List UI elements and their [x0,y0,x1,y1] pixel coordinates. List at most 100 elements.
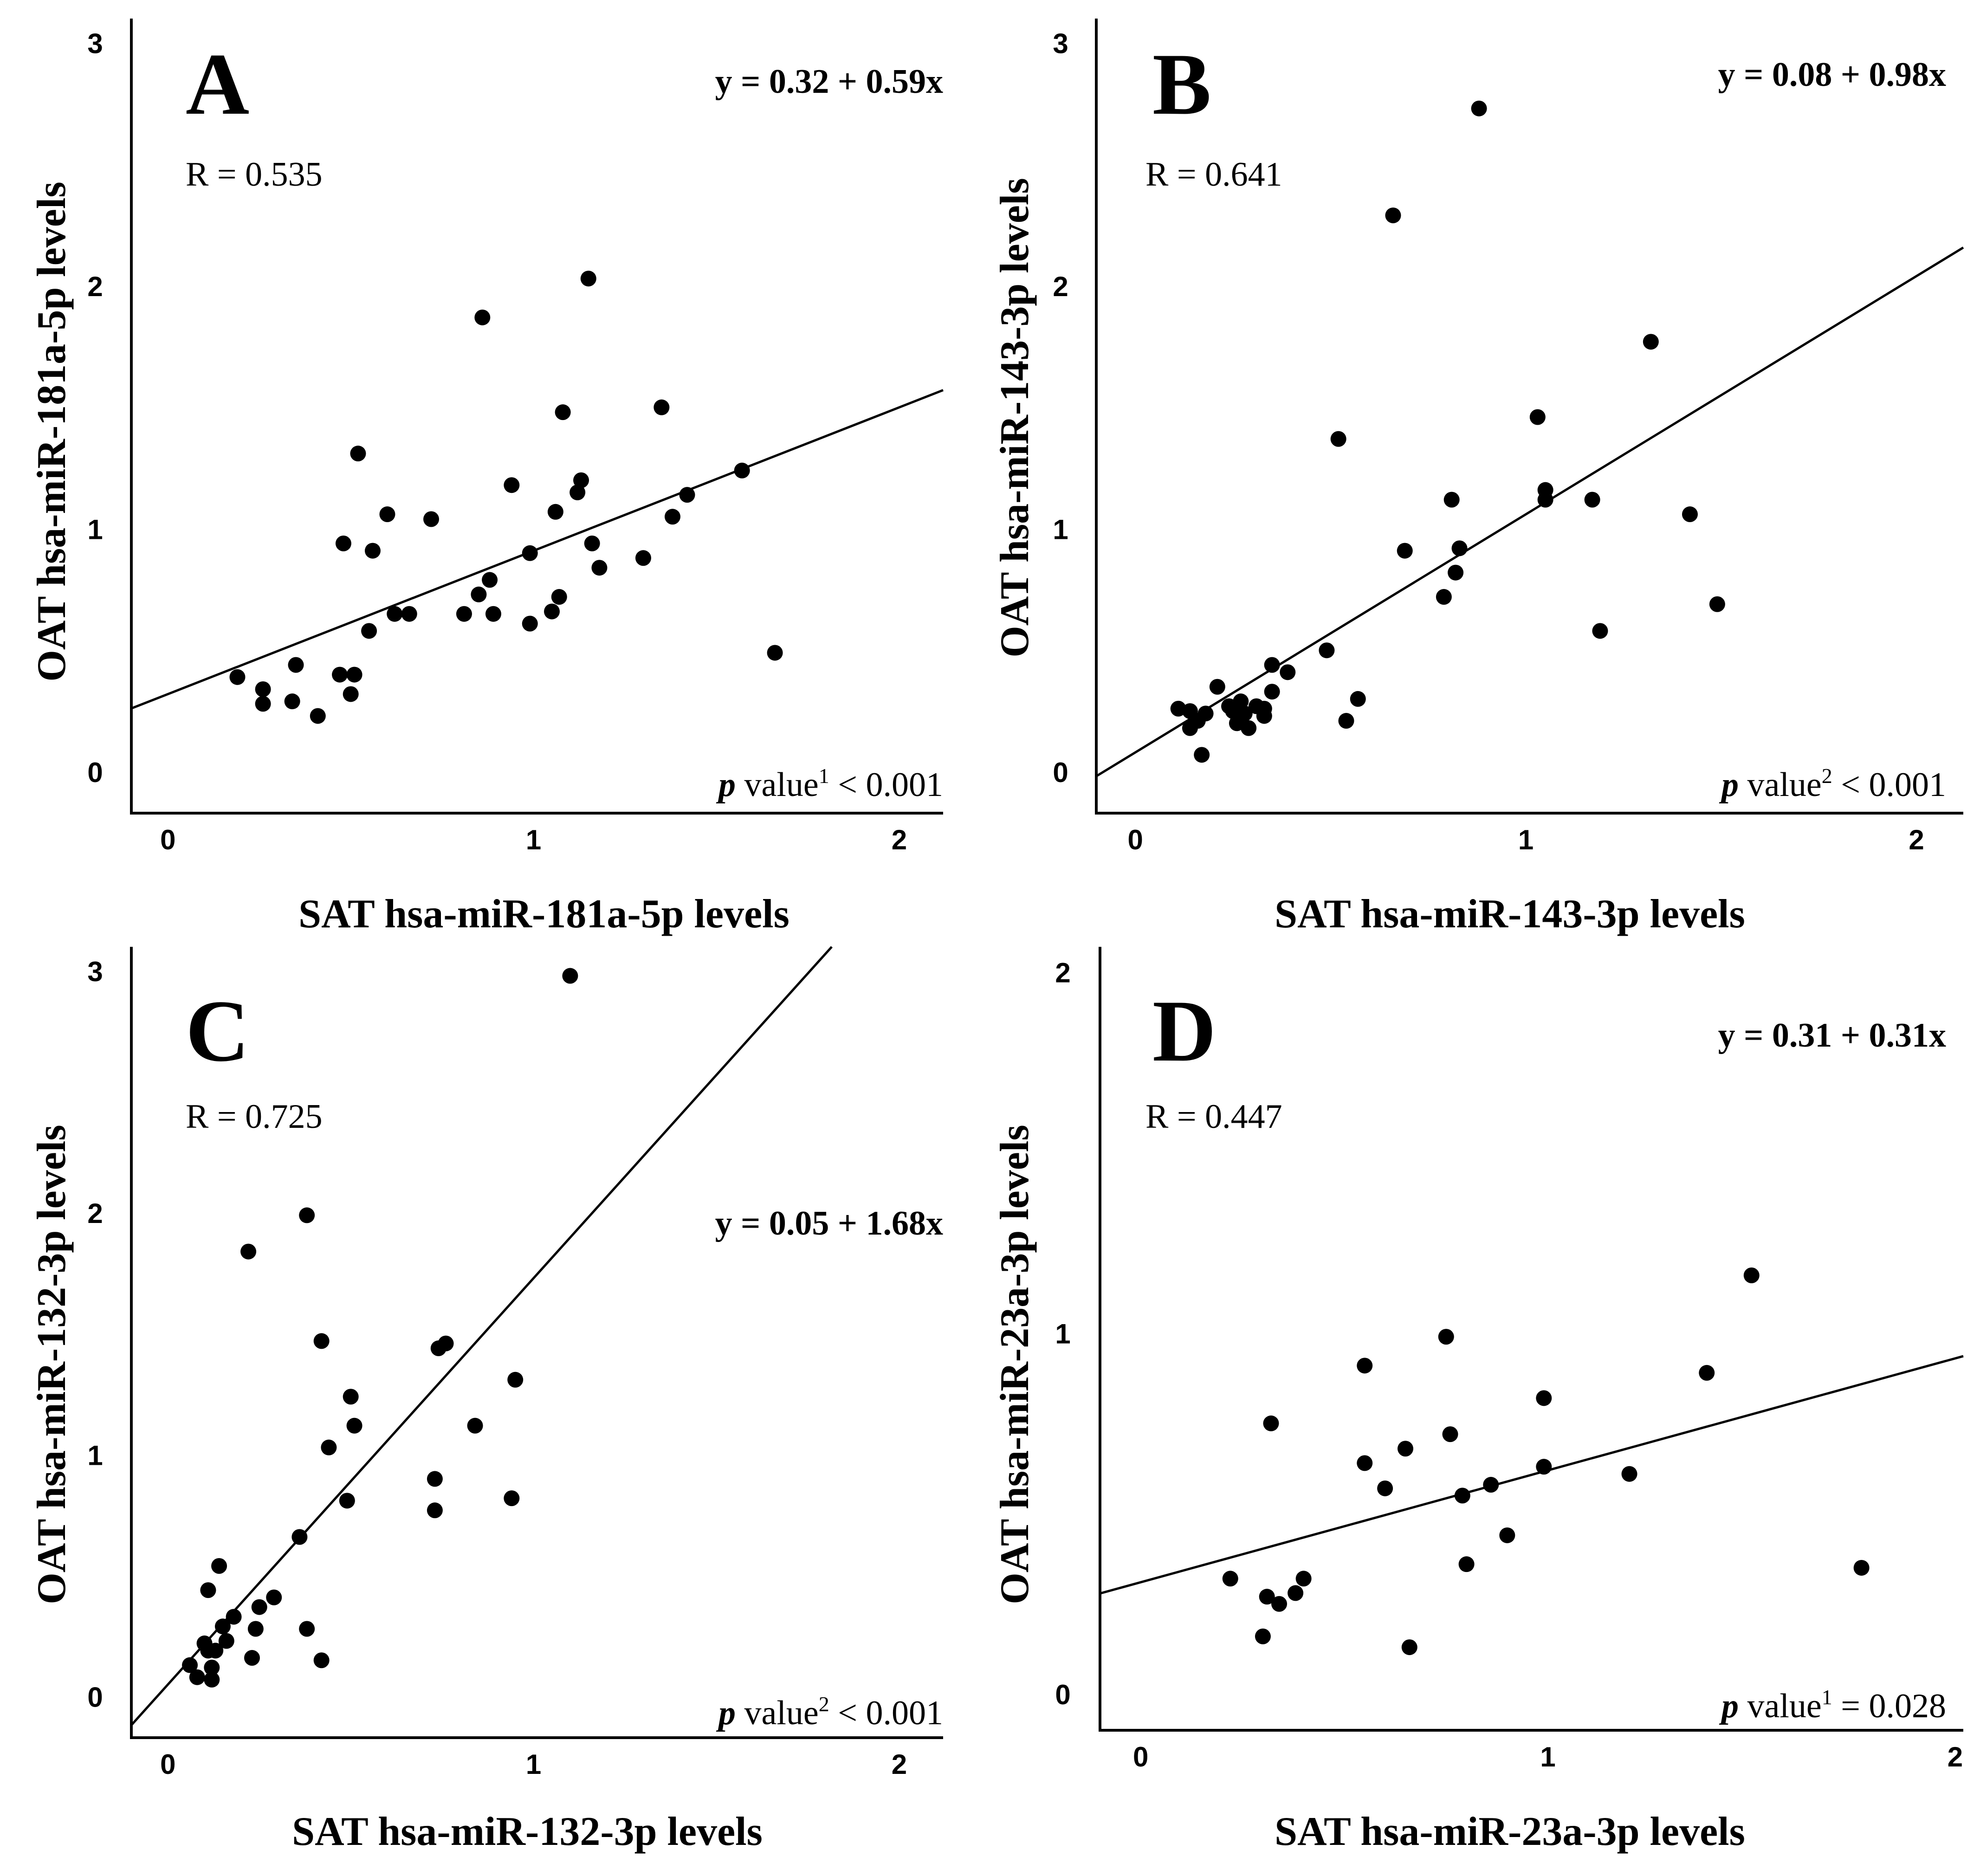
data-point-d [1853,1559,1870,1576]
data-point-b [1209,679,1225,695]
data-point-a [635,550,651,566]
data-point-c [427,1502,443,1519]
data-point-b [1451,540,1468,556]
p-value-d-p: p [1719,1687,1739,1725]
data-point-a [255,696,271,712]
scatter-panel-d: D R = 0.447 y = 0.31 + 0.31x p value1 = … [992,947,1964,1854]
x-tick-label: 2 [892,1749,907,1780]
data-point-c [507,1371,524,1388]
data-point-b [1338,713,1354,729]
data-point-d [1401,1639,1417,1656]
data-point-c [182,1657,198,1673]
y-tick-labels-a: 0 1 2 3 [87,28,103,788]
data-point-d [1255,1628,1271,1644]
data-point-a [332,666,348,683]
data-point-b [1448,564,1464,581]
data-points-b [1170,100,1725,763]
y-tick-label: 2 [87,271,103,302]
data-points-c [182,968,578,1688]
data-point-c [313,1652,330,1669]
data-point-b [1529,409,1546,425]
data-point-a [288,657,304,673]
data-point-a [364,543,381,559]
x-tick-labels-d: 0 1 2 [1133,1741,1963,1772]
x-tick-label: 0 [160,824,175,855]
data-point-a [584,535,600,551]
data-point-b [1709,596,1725,612]
regression-equation-b: y = 0.08 + 0.98x [1718,56,1946,94]
x-tick-label: 1 [526,824,541,855]
data-point-a [343,686,359,702]
data-point-b [1471,100,1487,116]
p-value-b: p value2 < 0.001 [1719,764,1946,804]
regression-equation-a: y = 0.32 + 0.59x [715,63,943,101]
data-point-d [1259,1589,1275,1605]
y-tick-labels-c: 0 1 2 3 [87,956,103,1713]
data-point-c [214,1618,231,1635]
data-point-c [207,1643,224,1659]
data-point-c [240,1243,257,1260]
data-point-b [1264,657,1280,673]
scatter-panel-c: C R = 0.725 y = 0.05 + 1.68x p value2 < … [29,946,943,1854]
data-point-d [1222,1571,1238,1587]
data-point-d [1288,1585,1304,1601]
p-value-b-text: value [1739,766,1822,804]
x-axis-label-c: SAT hsa-miR-132-3p levels [292,1809,763,1854]
data-point-b [1264,684,1280,700]
data-point-b [1256,708,1272,724]
data-point-a [555,404,571,420]
y-tick-label: 0 [1055,1679,1070,1710]
y-tick-label: 1 [87,514,103,545]
y-tick-label: 0 [87,757,103,788]
x-tick-label: 0 [1133,1741,1148,1772]
data-point-b [1236,705,1253,722]
x-tick-labels-b: 0 1 2 [1127,824,1924,855]
p-value-c-number: < 0.001 [829,1694,943,1732]
data-point-a [346,666,362,683]
data-point-a [504,477,520,493]
x-axis-label-a: SAT hsa-miR-181a-5p levels [298,892,789,937]
x-tick-label: 2 [1948,1741,1963,1772]
data-point-d [1377,1480,1393,1496]
data-point-c [204,1659,220,1675]
y-tick-labels-d: 0 1 2 [1055,957,1070,1710]
data-point-b [1443,492,1460,508]
data-point-c [299,1207,315,1223]
data-point-c [247,1621,264,1637]
regression-line-a [131,389,944,710]
data-point-a [580,271,596,287]
y-tick-label: 1 [87,1440,103,1471]
data-point-c [562,968,578,984]
data-point-b [1241,720,1257,736]
x-tick-labels-a: 0 1 2 [160,824,907,855]
data-point-a [679,487,695,503]
p-value-a-text: value [736,766,819,804]
y-tick-label: 0 [1053,757,1068,788]
y-tick-label: 3 [87,956,103,987]
data-point-c [321,1439,337,1456]
data-point-c [339,1493,355,1509]
p-value-c: p value2 < 0.001 [716,1692,943,1732]
x-tick-label: 2 [892,824,907,855]
data-point-c [427,1471,443,1487]
data-point-a [485,606,501,622]
p-value-d-superscript: 1 [1822,1685,1832,1709]
y-axis-label-a: OAT hsa-miR-181a-5p levels [29,181,74,681]
data-point-d [1458,1556,1475,1572]
data-point-d [1438,1329,1454,1345]
y-axis-label-c: OAT hsa-miR-132-3p levels [29,1125,74,1604]
p-value-a-number: < 0.001 [829,766,943,804]
data-point-c [204,1671,220,1688]
data-point-c [226,1609,242,1625]
data-point-b [1280,664,1296,680]
data-point-d [1499,1527,1515,1543]
data-point-d [1699,1365,1715,1381]
p-value-d: p value1 = 0.028 [1719,1685,1946,1725]
data-point-b [1643,334,1659,350]
p-value-b-p: p [1719,766,1739,804]
data-point-c [291,1529,308,1545]
p-value-d-text: value [1739,1687,1822,1725]
data-point-c [343,1389,359,1405]
data-point-a [551,589,567,605]
